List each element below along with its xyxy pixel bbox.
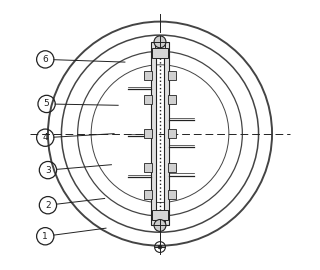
Bar (152, 48, 168, 58)
Bar (168, 163, 176, 172)
Bar (150, 42, 156, 225)
Text: 2: 2 (45, 201, 51, 210)
Bar (144, 95, 152, 104)
Bar (168, 95, 176, 104)
Bar (155, 220, 165, 226)
Bar (168, 190, 176, 199)
Text: 5: 5 (44, 99, 50, 109)
Bar (144, 190, 152, 199)
Circle shape (158, 245, 162, 249)
Bar (155, 41, 165, 48)
Bar (168, 71, 176, 80)
Bar (168, 129, 176, 138)
Circle shape (154, 220, 166, 231)
Bar (144, 129, 152, 138)
Text: 6: 6 (42, 55, 48, 64)
Bar (144, 71, 152, 80)
Bar (152, 210, 168, 220)
Bar (164, 42, 170, 225)
Text: 1: 1 (42, 232, 48, 241)
Text: 3: 3 (45, 166, 51, 175)
Text: 4: 4 (43, 133, 48, 142)
Bar (144, 163, 152, 172)
Circle shape (154, 36, 166, 48)
